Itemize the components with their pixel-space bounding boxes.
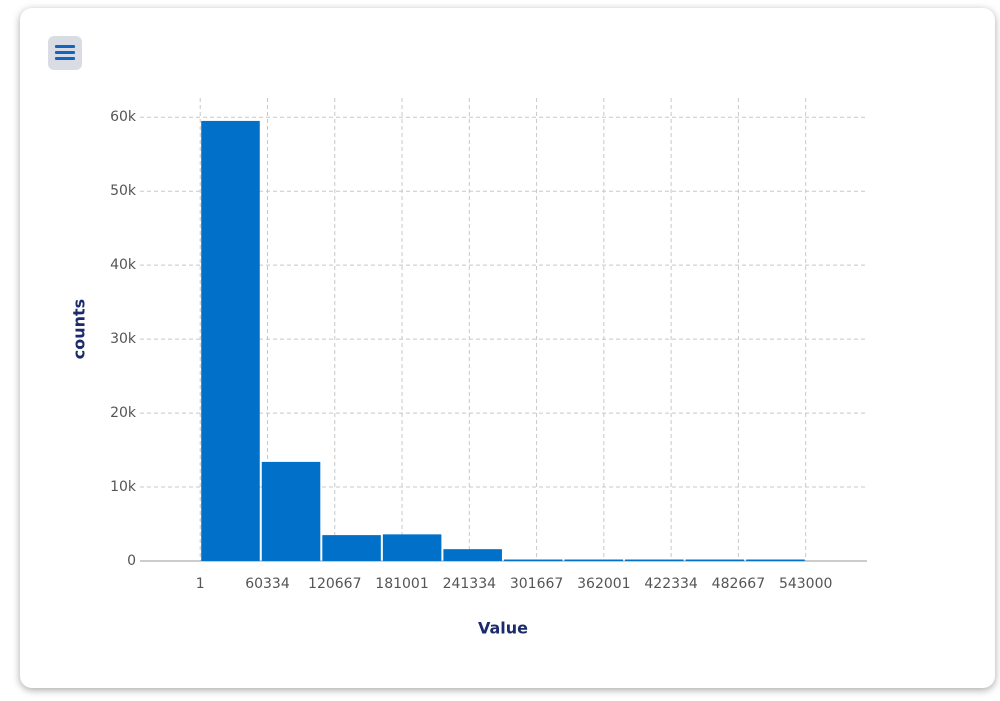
bar xyxy=(261,461,321,561)
bar xyxy=(564,559,624,561)
x-tick-label: 362001 xyxy=(577,576,630,592)
bar xyxy=(503,559,563,561)
bar xyxy=(382,534,442,561)
bar xyxy=(625,559,684,561)
x-tick-label: 543000 xyxy=(779,576,832,592)
bar xyxy=(685,559,745,561)
x-tick-label: 1 xyxy=(196,576,205,592)
y-tick-label: 40k xyxy=(110,257,137,273)
card xyxy=(20,8,995,688)
x-tick-label: 241334 xyxy=(443,576,497,592)
menu-icon-bar xyxy=(55,51,75,54)
menu-icon-bar xyxy=(55,57,75,60)
menu-icon-bar xyxy=(55,45,75,48)
y-tick-label: 10k xyxy=(110,479,137,495)
bar xyxy=(443,549,502,561)
x-tick-label: 301667 xyxy=(510,576,563,592)
bar xyxy=(201,120,260,562)
x-tick-label: 422334 xyxy=(644,576,698,592)
x-axis-title: Value xyxy=(478,619,528,638)
x-tick-label: 482667 xyxy=(712,576,765,592)
y-tick-label: 30k xyxy=(110,331,137,347)
y-tick-label: 0 xyxy=(127,553,136,569)
y-tick-label: 50k xyxy=(110,183,137,199)
y-tick-label: 60k xyxy=(110,109,137,125)
x-tick-label: 120667 xyxy=(308,576,361,592)
y-axis-title: counts xyxy=(70,299,89,359)
menu-button[interactable] xyxy=(48,36,82,70)
bar xyxy=(746,559,805,561)
bar xyxy=(322,535,381,561)
x-tick-label: 60334 xyxy=(245,576,290,592)
x-tick-label: 181001 xyxy=(375,576,428,592)
y-tick-label: 20k xyxy=(110,405,137,421)
